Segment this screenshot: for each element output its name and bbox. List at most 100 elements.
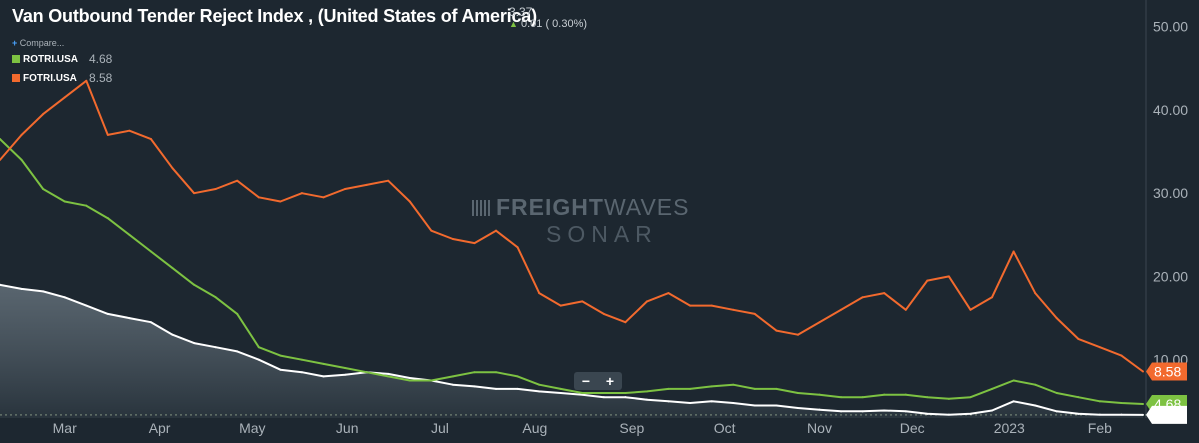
data-point bbox=[451, 383, 454, 386]
compare-button[interactable]: + Compare... bbox=[12, 38, 64, 48]
data-point bbox=[667, 292, 670, 295]
x-tick-label: Jun bbox=[336, 420, 359, 436]
x-tick-label: Jul bbox=[431, 420, 449, 436]
data-point bbox=[106, 133, 109, 136]
data-point bbox=[387, 372, 390, 375]
watermark-freightwaves: FREIGHTWAVES bbox=[472, 194, 689, 221]
current-value: 3.37 bbox=[509, 5, 533, 19]
data-point bbox=[473, 242, 476, 245]
data-point bbox=[1142, 370, 1144, 373]
data-point bbox=[818, 393, 821, 396]
data-point bbox=[300, 192, 303, 195]
data-point bbox=[365, 183, 368, 186]
data-point bbox=[1034, 292, 1037, 295]
data-point bbox=[840, 410, 843, 413]
data-point bbox=[991, 387, 994, 390]
data-point bbox=[20, 287, 23, 290]
data-point bbox=[300, 371, 303, 374]
plus-icon: + bbox=[12, 38, 18, 48]
data-point bbox=[753, 312, 756, 315]
data-point bbox=[451, 237, 454, 240]
data-point bbox=[796, 392, 799, 395]
x-tick-label: Oct bbox=[714, 420, 736, 436]
data-point bbox=[904, 393, 907, 396]
data-point bbox=[257, 358, 260, 361]
data-point bbox=[1012, 250, 1015, 253]
data-point bbox=[667, 400, 670, 403]
zoom-out-button[interactable]: − bbox=[581, 373, 591, 389]
data-point bbox=[818, 321, 821, 324]
data-point bbox=[408, 200, 411, 203]
data-point bbox=[516, 387, 519, 390]
data-point bbox=[387, 375, 390, 378]
data-point bbox=[106, 217, 109, 220]
data-point bbox=[20, 133, 23, 136]
data-point bbox=[796, 407, 799, 410]
data-point bbox=[128, 317, 131, 320]
data-point bbox=[1034, 383, 1037, 386]
data-point bbox=[408, 377, 411, 380]
data-point bbox=[430, 379, 433, 382]
data-point bbox=[538, 292, 541, 295]
zoom-control: − + bbox=[574, 372, 622, 390]
data-point bbox=[775, 329, 778, 332]
data-point bbox=[645, 398, 648, 401]
data-point bbox=[602, 312, 605, 315]
data-point bbox=[300, 358, 303, 361]
data-point bbox=[538, 383, 541, 386]
data-point bbox=[667, 387, 670, 390]
data-point bbox=[171, 333, 174, 336]
data-point bbox=[279, 368, 282, 371]
end-label-text: 8.58 bbox=[1154, 364, 1181, 380]
end-value-label: 3.37 bbox=[1146, 405, 1187, 424]
data-point bbox=[408, 379, 411, 382]
data-point bbox=[538, 390, 541, 393]
series-area bbox=[0, 284, 1143, 418]
data-point bbox=[883, 292, 886, 295]
data-point bbox=[322, 362, 325, 365]
data-point bbox=[85, 304, 88, 307]
data-point bbox=[171, 167, 174, 170]
data-point bbox=[279, 354, 282, 357]
zoom-in-button[interactable]: + bbox=[605, 373, 615, 389]
series-line-1 bbox=[0, 138, 1144, 405]
end-label-badge bbox=[1146, 405, 1187, 424]
data-point bbox=[818, 408, 821, 411]
data-point bbox=[1077, 337, 1080, 340]
data-point bbox=[775, 404, 778, 407]
data-point bbox=[236, 350, 239, 353]
x-tick-label: Nov bbox=[807, 420, 832, 436]
data-point bbox=[926, 279, 929, 282]
data-point bbox=[171, 267, 174, 270]
data-point bbox=[1098, 413, 1101, 416]
legend-item-rotri[interactable]: ROTRI.USA 4.68 bbox=[12, 52, 112, 66]
data-point bbox=[689, 402, 692, 405]
legend-value: 4.68 bbox=[89, 52, 113, 66]
data-point bbox=[214, 346, 217, 349]
data-point bbox=[1055, 392, 1058, 395]
x-tick-label: 2023 bbox=[994, 420, 1025, 436]
data-point bbox=[387, 179, 390, 182]
data-point bbox=[1012, 379, 1015, 382]
data-point bbox=[193, 283, 196, 286]
compare-label: Compare... bbox=[19, 38, 65, 48]
data-point bbox=[732, 308, 735, 311]
data-point bbox=[645, 300, 648, 303]
data-point bbox=[279, 200, 282, 203]
data-point bbox=[0, 158, 1, 161]
data-point bbox=[193, 342, 196, 345]
up-arrow-icon: ▲ bbox=[509, 19, 518, 29]
data-point bbox=[214, 188, 217, 191]
data-point bbox=[710, 385, 713, 388]
data-point bbox=[1012, 400, 1015, 403]
x-tick-label: Feb bbox=[1088, 420, 1112, 436]
legend-item-fotri[interactable]: FOTRI.USA 8.58 bbox=[12, 71, 112, 85]
data-point bbox=[1142, 403, 1144, 406]
data-point bbox=[236, 179, 239, 182]
end-value-label: 8.58 bbox=[1146, 362, 1187, 381]
data-point bbox=[991, 409, 994, 412]
legend-name: FOTRI.USA bbox=[23, 72, 77, 84]
data-point bbox=[1055, 410, 1058, 413]
data-point bbox=[581, 393, 584, 396]
data-point bbox=[753, 404, 756, 407]
